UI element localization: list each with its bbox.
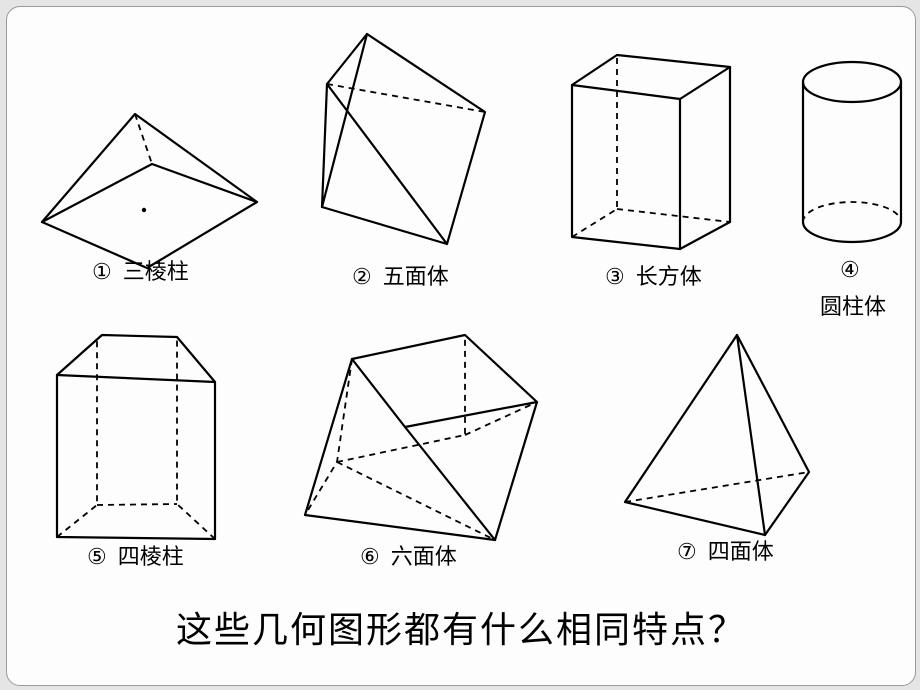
- caption-4-num: ④: [840, 257, 860, 283]
- question-text: 这些几何图形都有什么相同特点？: [7, 601, 915, 653]
- label-1: 三棱柱: [123, 259, 189, 284]
- number-5: ⑤: [87, 544, 107, 569]
- number-7: ⑦: [677, 539, 697, 564]
- caption-5: ⑤ 四棱柱: [87, 539, 184, 571]
- hexahedron: [297, 327, 547, 552]
- caption-7: ⑦ 四面体: [677, 534, 774, 566]
- caption-6: ⑥ 六面体: [360, 539, 457, 571]
- caption-1: ① 三棱柱: [92, 254, 189, 286]
- triangular-prism: [27, 102, 267, 242]
- label-2: 五面体: [383, 264, 449, 289]
- caption-3: ③ 长方体: [605, 259, 702, 291]
- number-3: ③: [605, 264, 625, 289]
- label-7: 四面体: [708, 539, 774, 564]
- cuboid: [562, 47, 742, 252]
- slide-frame: ① 三棱柱 ② 五面体 ③ 长方体 ④ 圆柱体: [6, 6, 916, 686]
- label-4: 圆柱体: [820, 294, 886, 319]
- tetrahedron: [617, 327, 817, 542]
- caption-2: ② 五面体: [352, 259, 449, 291]
- number-1: ①: [92, 259, 112, 284]
- number-4: ④: [840, 257, 860, 282]
- number-6: ⑥: [360, 544, 380, 569]
- cylinder: [795, 57, 910, 247]
- number-2: ②: [352, 264, 372, 289]
- label-5: 四棱柱: [118, 544, 184, 569]
- label-6: 六面体: [391, 544, 457, 569]
- caption-4-label: 圆柱体: [820, 289, 886, 321]
- pentahedron: [307, 32, 507, 257]
- quadrangular-prism: [47, 327, 227, 552]
- label-3: 长方体: [636, 264, 702, 289]
